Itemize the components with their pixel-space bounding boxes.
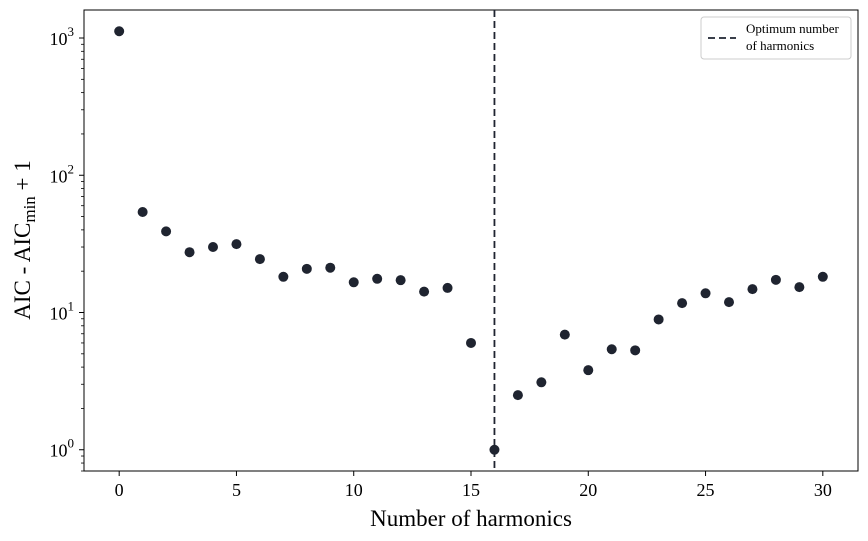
plot-frame <box>83 9 859 472</box>
y-tick-base: 10 <box>50 303 68 323</box>
y-axis-label-prefix: AIC - AIC <box>10 223 35 320</box>
data-point <box>325 262 336 273</box>
data-point <box>278 271 289 282</box>
data-point <box>536 377 547 388</box>
y-axis-label-suffix: + 1 <box>10 160 35 196</box>
data-point <box>348 277 359 288</box>
data-point <box>466 337 476 348</box>
x-axis-ticks: 0 5 10 15 20 25 30 <box>115 471 832 500</box>
legend-box <box>700 16 852 60</box>
y-tick-exponent: 2 <box>68 161 75 176</box>
x-tick-label: 20 <box>579 480 597 500</box>
data-point <box>184 247 195 258</box>
data-point <box>254 254 265 265</box>
data-point <box>512 390 523 401</box>
data-point <box>161 226 172 237</box>
y-tick-label: 100 <box>50 436 75 461</box>
x-tick-label: 0 <box>115 480 124 500</box>
data-point <box>372 273 383 284</box>
x-axis-label: Number of harmonics <box>370 506 572 531</box>
y-tick-base: 10 <box>50 166 68 186</box>
data-point <box>137 206 148 217</box>
y-axis-label-subscript: min <box>20 196 39 223</box>
x-tick-label: 10 <box>345 480 363 500</box>
y-tick-label: 103 <box>50 24 75 49</box>
data-point <box>606 344 617 355</box>
data-point <box>653 314 664 325</box>
y-tick-label: 101 <box>50 298 75 323</box>
y-tick-base: 10 <box>50 441 68 461</box>
data-point <box>770 274 781 285</box>
data-point <box>419 286 430 297</box>
data-point <box>208 242 218 253</box>
data-point <box>231 239 242 250</box>
data-point <box>395 275 406 286</box>
data-point <box>700 288 711 299</box>
data-points <box>114 26 828 455</box>
data-point <box>489 444 500 455</box>
y-tick-label: 102 <box>50 161 75 186</box>
data-point <box>114 26 125 37</box>
x-tick-label: 25 <box>697 480 715 500</box>
legend-label-line2: of harmonics <box>746 38 814 53</box>
x-tick-label: 5 <box>232 480 241 500</box>
data-point <box>301 263 312 274</box>
data-point <box>583 365 594 376</box>
y-tick-exponent: 1 <box>68 298 75 313</box>
legend-label-line1: Optimum number <box>746 21 839 36</box>
x-tick-label: 30 <box>814 480 832 500</box>
data-point <box>747 284 758 295</box>
data-point <box>442 282 453 293</box>
data-point <box>724 297 734 308</box>
y-tick-exponent: 0 <box>68 436 75 451</box>
x-tick-label: 15 <box>462 480 480 500</box>
y-tick-base: 10 <box>50 29 68 49</box>
data-point <box>677 298 688 309</box>
data-point <box>559 329 570 340</box>
data-point <box>817 271 828 282</box>
legend: Optimum number of harmonics <box>700 16 852 60</box>
y-axis-label: AIC - AICmin + 1 <box>10 160 39 320</box>
data-point <box>794 282 805 293</box>
data-point <box>630 345 641 356</box>
y-tick-exponent: 3 <box>68 24 75 39</box>
